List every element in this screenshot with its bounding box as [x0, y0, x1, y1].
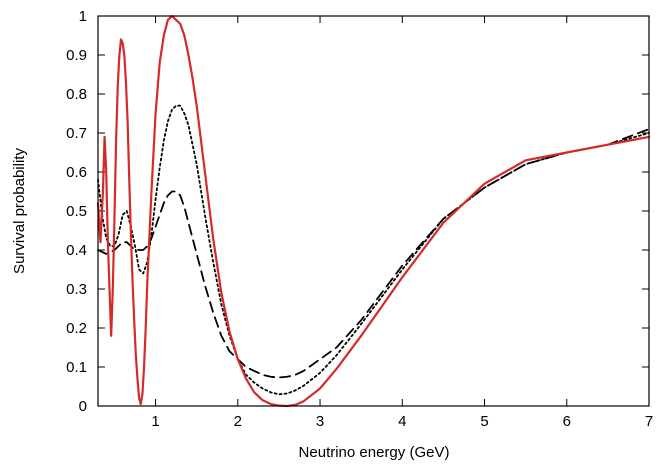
x-axis-title: Neutrino energy (GeV) — [299, 444, 450, 461]
x-tick-label: 5 — [480, 413, 488, 430]
series-line-dotted — [97, 104, 650, 396]
x-tick-label: 1 — [151, 413, 159, 430]
y-tick-label: 0.1 — [66, 359, 87, 376]
series-layer — [96, 14, 651, 408]
y-tick-label: 0.7 — [66, 125, 87, 142]
y-tick-label: 0.4 — [66, 242, 87, 259]
y-tick-label: 0.5 — [66, 203, 87, 220]
x-tick-label: 6 — [563, 413, 571, 430]
plot-frame — [97, 15, 650, 407]
x-tick-label: 4 — [398, 413, 406, 430]
y-tick-label: 0.6 — [66, 164, 87, 181]
y-tick-label: 0 — [79, 398, 87, 415]
y-tick-label: 0.8 — [66, 86, 87, 103]
x-tick-label: 7 — [645, 413, 653, 430]
series-line-solid — [96, 14, 651, 408]
y-tick-label: 0.9 — [66, 47, 87, 64]
y-tick-label: 1 — [79, 8, 87, 25]
y-tick-label: 0.2 — [66, 320, 87, 337]
y-tick-label: 0.3 — [66, 281, 87, 298]
x-tick-label: 3 — [316, 413, 324, 430]
y-axis-title: Survival probability — [11, 148, 28, 274]
ticks-layer: 1 2 3 4 5 6 7 0 0.1 0.2 0.3 0.4 0.5 0.6 0.7 0.8 0.9 1 — [66, 8, 653, 430]
x-tick-label: 2 — [234, 413, 242, 430]
series-line-dashed — [97, 128, 650, 379]
